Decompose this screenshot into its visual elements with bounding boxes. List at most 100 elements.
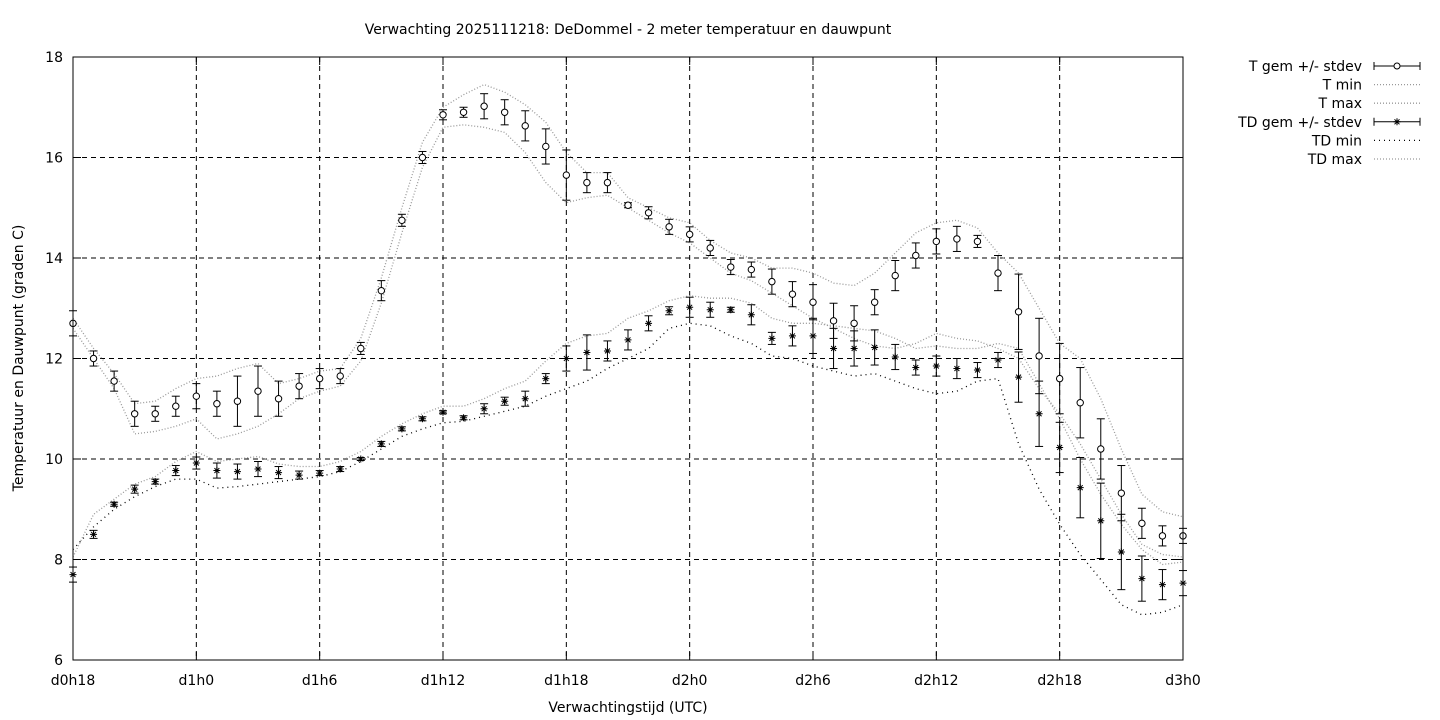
td-gem-point	[192, 459, 200, 467]
td-gem-point	[768, 334, 776, 342]
t-gem-point	[768, 277, 776, 286]
y-tick-label: 6	[54, 653, 63, 669]
t-gem-point	[110, 377, 118, 385]
legend-marker	[1393, 118, 1401, 126]
y-tick-label: 10	[45, 452, 63, 468]
t-gem-point	[727, 263, 735, 271]
td-gem-point	[521, 395, 529, 403]
td-gem-point	[1138, 575, 1146, 583]
series-line-td-max	[72, 295, 1184, 566]
legend-label: T max	[1317, 96, 1362, 112]
x-axis-label: Verwachtingstijd (UTC)	[548, 700, 707, 716]
td-gem-point	[377, 440, 385, 448]
x-tick-label: d1h12	[421, 673, 465, 689]
td-gem-point	[850, 344, 858, 352]
legend-label: TD min	[1311, 133, 1362, 149]
t-gem-point	[439, 111, 447, 119]
y-tick-label: 12	[45, 352, 63, 368]
t-gem-point	[336, 372, 344, 380]
t-gem-point	[706, 244, 714, 252]
t-gem-point	[315, 374, 324, 383]
td-gem-point	[1158, 581, 1166, 589]
td-gem-point	[439, 408, 447, 416]
td-gem-point	[603, 347, 611, 355]
t-gem-point	[151, 410, 159, 418]
td-gem-point	[316, 469, 324, 477]
t-gem-point	[1138, 519, 1146, 528]
y-tick-labels: 6 8 10 12 14 16 18	[45, 50, 63, 669]
td-gem-point	[994, 356, 1002, 364]
td-gem-point	[90, 530, 98, 538]
y-tick-label: 18	[45, 50, 63, 66]
t-gem-point	[521, 122, 529, 130]
t-gem-point	[1158, 532, 1167, 540]
td-gem-point	[973, 366, 981, 374]
td-gem-point	[1035, 410, 1043, 418]
t-gem-point	[480, 102, 488, 110]
td-gem-point	[912, 364, 920, 372]
t-gem-point	[870, 298, 879, 306]
t-gem-point	[932, 237, 941, 246]
t-gem-point	[562, 171, 571, 179]
grid-lines	[72, 57, 1184, 660]
td-gem-point	[233, 468, 241, 476]
t-gem-point	[1117, 489, 1126, 497]
t-gem-point	[254, 387, 262, 395]
td-gem-point	[110, 500, 118, 508]
td-gem-point	[665, 307, 673, 315]
td-gem-point	[131, 485, 139, 493]
t-gem-point	[747, 265, 756, 274]
t-gem-point	[685, 230, 694, 239]
t-gem-point	[665, 223, 673, 231]
y-tick-label: 16	[45, 151, 63, 167]
y-tick-label: 8	[54, 553, 63, 569]
td-gem-point	[172, 467, 180, 475]
t-gem-point	[418, 153, 427, 162]
t-gem-point	[994, 269, 1002, 277]
legend-label: T gem +/- stdev	[1248, 59, 1362, 75]
t-gem-point	[295, 382, 303, 390]
t-gem-point	[1097, 445, 1105, 453]
t-gem-point	[89, 354, 98, 363]
legend: T gem +/- stdev T min T max TD gem +/- stde…	[1237, 59, 1421, 168]
td-gem-point	[891, 353, 899, 361]
t-gem-point	[583, 178, 591, 187]
td-gem-point	[706, 306, 714, 314]
t-gem-point	[377, 286, 386, 295]
td-gem-point	[871, 343, 879, 351]
td-gem-point	[275, 469, 283, 477]
x-tick-label: d3h0	[1165, 673, 1201, 689]
x-tick-label: d1h6	[302, 673, 338, 689]
series-layer	[69, 83, 1187, 616]
y-tick-label: 14	[45, 251, 63, 267]
t-gem-point	[624, 201, 632, 209]
td-gem-point	[583, 348, 591, 356]
td-gem-point	[151, 478, 159, 486]
td-gem-point	[809, 332, 817, 340]
td-gem-point	[1117, 548, 1125, 556]
t-gem-point	[953, 235, 961, 243]
t-gem-point	[891, 271, 899, 280]
td-gem-point	[953, 365, 961, 373]
t-gem-point	[213, 400, 221, 408]
t-gem-point	[398, 216, 406, 225]
td-gem-point	[542, 375, 550, 383]
t-gem-point	[973, 237, 982, 246]
td-gem-point	[830, 344, 838, 352]
td-gem-point	[645, 319, 653, 327]
legend-label: TD max	[1307, 152, 1362, 168]
plot-frame	[72, 56, 1184, 661]
td-gem-point	[336, 465, 344, 473]
legend-label: T min	[1322, 78, 1362, 94]
t-gem-point	[788, 290, 797, 298]
x-tick-label: d2h12	[914, 673, 958, 689]
x-tick-label: d1h0	[179, 673, 215, 689]
legend-marker	[1393, 62, 1401, 70]
td-gem-point	[788, 332, 796, 340]
t-gem-point	[603, 178, 612, 187]
td-gem-point	[418, 415, 426, 423]
y-axis-label: Temperatuur en Dauwpunt (graden C)	[11, 225, 27, 493]
series-line-t-min	[72, 124, 1184, 558]
chart-title: Verwachting 2025111218: DeDommel - 2 met…	[365, 22, 892, 38]
t-gem-point	[233, 397, 242, 405]
